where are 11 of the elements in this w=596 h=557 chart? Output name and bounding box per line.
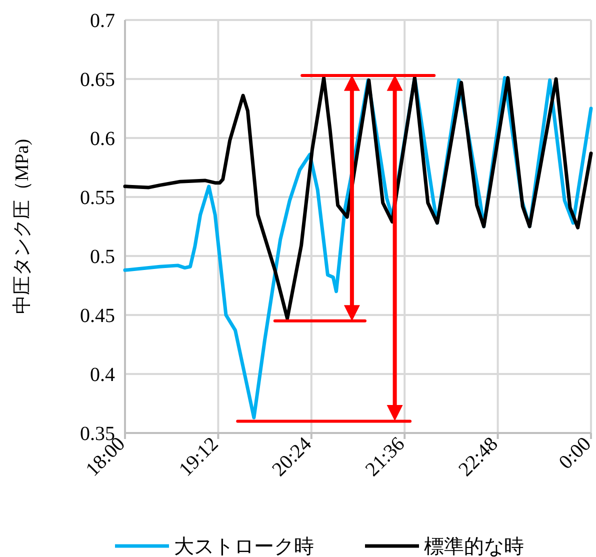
y-tick-label: 0.45 bbox=[80, 305, 115, 327]
y-axis-title: 中圧タンク圧（MPa) bbox=[12, 138, 33, 314]
legend-label: 大ストローク時 bbox=[174, 536, 314, 557]
x-tick-label: 0:00 bbox=[554, 432, 596, 474]
y-tick-label: 0.4 bbox=[90, 364, 115, 386]
y-tick-label: 0.65 bbox=[80, 69, 115, 91]
y-tick-label: 0.6 bbox=[90, 128, 115, 150]
legend-label: 標準的な時 bbox=[424, 536, 524, 557]
y-tick-label: 0.55 bbox=[80, 187, 115, 209]
y-tick-label: 0.5 bbox=[90, 246, 115, 268]
y-tick-label: 0.7 bbox=[90, 10, 115, 32]
